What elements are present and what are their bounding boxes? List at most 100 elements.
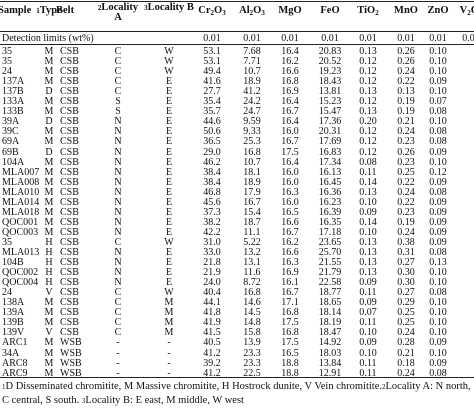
cell: ARC8	[2, 357, 28, 369]
cell: 13.1	[243, 257, 261, 269]
cell: 0.12	[429, 166, 447, 178]
column-header: MgO	[278, 5, 302, 16]
cell: CSB	[60, 257, 79, 269]
cell: 24	[2, 287, 12, 299]
cell: 17.36	[318, 116, 342, 128]
footnote: D Disseminated chromitite, M Massive chr…	[5, 381, 383, 392]
column-header: Sample	[0, 5, 32, 16]
cell: 69A	[2, 136, 20, 148]
cell: ARC9	[2, 367, 28, 379]
cell: 16.3	[281, 257, 299, 269]
cell: -	[116, 337, 120, 349]
cell: N	[114, 166, 122, 178]
cell: 16.6	[281, 247, 299, 258]
cell: -	[167, 367, 171, 379]
cell: 0.08	[429, 367, 447, 379]
cell: N	[114, 267, 122, 279]
cell: M	[44, 66, 54, 78]
cell: 0.07	[429, 96, 447, 108]
cell: CSB	[60, 76, 79, 88]
cell: E	[165, 136, 173, 148]
cell: H	[45, 236, 53, 248]
cell: M	[44, 96, 54, 108]
cell: CSB	[60, 126, 79, 138]
cell: M	[44, 196, 54, 208]
cell: 0.23	[397, 156, 415, 168]
cell: 10.7	[243, 66, 261, 78]
cell: 0.14	[359, 216, 377, 228]
cell: E	[165, 166, 173, 178]
cell: E	[165, 196, 173, 208]
cell: 17.1	[281, 297, 299, 309]
cell: 0.12	[359, 76, 377, 88]
cell: 0.19	[397, 96, 415, 108]
cell: 0.38	[397, 236, 415, 248]
cell: 16.7	[281, 226, 299, 238]
cell: 0.09	[429, 146, 447, 158]
cell: 0.10	[429, 56, 447, 68]
cell: N	[114, 156, 122, 168]
cell: 16.4	[281, 116, 299, 128]
cell: 41.2	[203, 347, 221, 359]
cell: 17.5	[281, 337, 299, 349]
cell: 16.45	[318, 176, 342, 188]
cell: C	[114, 307, 122, 319]
cell: M	[164, 327, 174, 339]
cell: M	[44, 106, 54, 118]
cell: N	[114, 176, 122, 188]
cell: N	[114, 116, 122, 128]
column-header: MnO	[394, 5, 418, 16]
cell: 0.11	[359, 367, 377, 379]
cell: 0.24	[397, 327, 415, 339]
cell: 16.83	[318, 146, 342, 158]
cell: 0.09	[429, 226, 447, 238]
cell: C	[114, 56, 122, 68]
cell: 18.8	[281, 357, 299, 369]
cell: 0.27	[397, 257, 415, 269]
cell: 0.11	[359, 357, 377, 369]
cell: M	[44, 56, 54, 68]
cell: 22.5	[243, 367, 261, 379]
cell: 139V	[2, 327, 25, 339]
cell: 0.13	[359, 236, 377, 248]
cell: 0.08	[359, 156, 377, 168]
cell: 22.58	[318, 277, 342, 289]
cell: 0.10	[429, 156, 447, 168]
cell: 0.08	[429, 126, 447, 138]
column-header: Al2O3	[239, 5, 265, 17]
column-header: TiO2	[357, 5, 379, 17]
cell: MLA007	[2, 166, 40, 178]
cell: N	[114, 196, 122, 208]
cell: 25.3	[243, 136, 261, 148]
cell: 40.5	[203, 337, 221, 349]
cell: 0.30	[397, 267, 415, 279]
cell: CSB	[60, 166, 79, 178]
cell: 21.79	[318, 267, 342, 279]
cell: 0.10	[429, 86, 447, 98]
cell: ARC1	[2, 337, 28, 349]
cell: MLA010	[2, 186, 40, 198]
cell: 0.12	[359, 66, 377, 78]
cell: 25.70	[318, 247, 342, 258]
footnotes: 1D Disseminated chromitite, M Massive ch…	[2, 380, 472, 408]
cell: 18.03	[318, 347, 342, 359]
cell: 41.6	[203, 76, 221, 88]
cell: 16.5	[281, 347, 299, 359]
cell: 16.4	[281, 46, 299, 57]
rule	[0, 31, 474, 32]
column-header: V2O5	[459, 5, 474, 17]
cell: 17.5	[281, 146, 299, 158]
cell: CSB	[60, 156, 79, 168]
cell: 16.9	[281, 86, 299, 98]
cell: 41.9	[203, 317, 221, 329]
cell: 0.11	[359, 287, 377, 299]
cell: 16.23	[318, 196, 342, 208]
cell: N	[114, 126, 122, 138]
cell: 0.12	[359, 56, 377, 68]
cell: CSB	[60, 287, 79, 299]
cell: QOC004	[2, 277, 39, 289]
cell: 0.10	[429, 46, 447, 57]
cell: 35	[2, 56, 12, 68]
cell: CSB	[60, 146, 79, 158]
